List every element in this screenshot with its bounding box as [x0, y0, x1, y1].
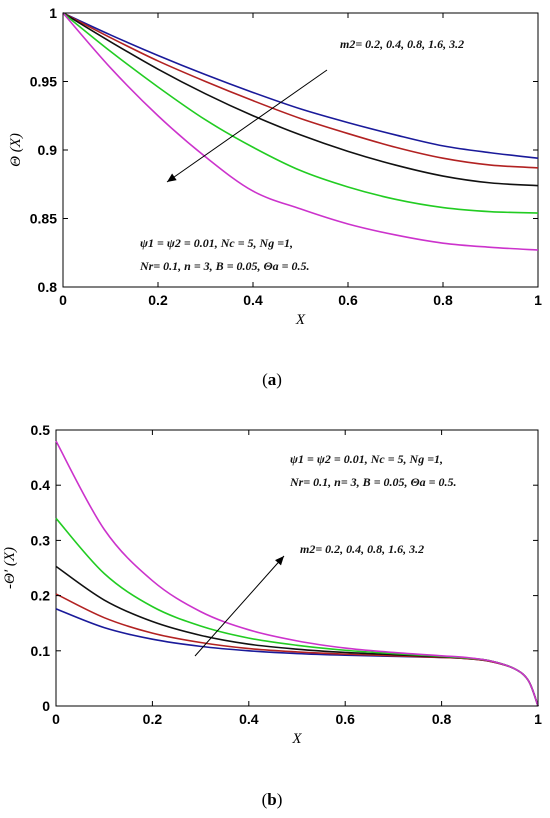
- panel-a: 0 0.2 0.4 0.6 0.8 1 0.8 0.85 0.9 0.95 1 X Θ (X) m2…: [8, 5, 542, 328]
- panel-b-trend-arrowhead: [275, 556, 284, 566]
- panel-a-y-axis-label: Θ (X): [8, 133, 24, 167]
- y-tick-label: 0: [42, 698, 50, 714]
- caption-a-open: (: [262, 370, 268, 389]
- panel-b: 0 0.2 0.4 0.6 0.8 1 0 0.1 0.2 0.3 0.4 0.5 X -Θ′ (X)…: [2, 422, 542, 747]
- caption-b: (b): [262, 790, 283, 809]
- x-tick-label: 0.2: [143, 711, 163, 727]
- panel-b-plot-frame: [55, 429, 539, 707]
- y-tick-label: 0.4: [31, 477, 51, 493]
- panel-a-plot-frame: [62, 12, 539, 288]
- y-tick-label: 0.2: [31, 588, 51, 604]
- panel-a-series-2: [62, 12, 539, 169]
- y-tick-label: 1: [49, 5, 57, 21]
- y-tick-label: 0.8: [38, 279, 58, 295]
- caption-b-open: (: [262, 790, 268, 809]
- panel-b-x-axis-label: X: [291, 731, 302, 747]
- panel-a-series-4: [62, 12, 539, 214]
- panel-b-trend-arrow: [194, 555, 285, 657]
- x-tick-label: 1: [534, 711, 542, 727]
- y-tick-label: 0.1: [31, 643, 51, 659]
- x-tick-label: 0.2: [148, 292, 168, 308]
- caption-a: (a): [262, 370, 282, 389]
- panel-a-series-5: [62, 12, 539, 251]
- panel-a-series-3: [62, 12, 539, 187]
- panel-a-series-1: [62, 12, 539, 160]
- panel-a-ticks: 0 0.2 0.4 0.6 0.8 1 0.8 0.85 0.9 0.95 1: [30, 5, 542, 308]
- panel-b-curves: [55, 440, 539, 707]
- panel-a-parameter-annotation: m2= 0.2, 0.4, 0.8, 1.6, 3.2: [340, 37, 464, 51]
- panel-a-curves: [62, 12, 539, 251]
- x-tick-label: 0.8: [432, 711, 452, 727]
- panel-b-ticks: 0 0.2 0.4 0.6 0.8 1 0 0.1 0.2 0.3 0.4 0.5: [31, 422, 543, 727]
- caption-a-close: ): [276, 370, 282, 389]
- x-tick-label: 1: [534, 292, 542, 308]
- x-tick-label: 0: [52, 711, 60, 727]
- x-tick-label: 0.8: [433, 292, 453, 308]
- y-tick-label: 0.95: [30, 74, 57, 90]
- y-tick-label: 0.3: [31, 532, 51, 548]
- x-tick-label: 0.4: [239, 711, 259, 727]
- panel-a-constants-line-2: Nr= 0.1, n = 3, B = 0.05, Θa = 0.5.: [139, 259, 310, 273]
- x-tick-label: 0: [59, 292, 67, 308]
- panel-a-trend-arrow: [166, 69, 328, 183]
- caption-b-close: ): [277, 790, 283, 809]
- caption-a-letter: a: [268, 370, 277, 389]
- panel-b-series-5: [55, 440, 539, 707]
- y-tick-label: 0.5: [31, 422, 51, 438]
- panel-b-parameter-annotation: m2= 0.2, 0.4, 0.8, 1.6, 3.2: [300, 542, 424, 556]
- caption-b-letter: b: [267, 790, 276, 809]
- panel-b-constants-line-1: ψ1 = ψ2 = 0.01, Nc = 5, Ng =1,: [290, 452, 443, 466]
- x-tick-label: 0.6: [335, 711, 355, 727]
- panel-a-trend-arrowhead: [167, 173, 177, 182]
- y-tick-label: 0.85: [30, 211, 57, 227]
- panel-a-x-axis-label: X: [295, 312, 306, 328]
- x-tick-label: 0.4: [243, 292, 263, 308]
- y-tick-label: 0.9: [38, 142, 58, 158]
- panel-a-constants-line-1: ψ1 = ψ2 = 0.01, Nc = 5, Ng =1,: [140, 236, 293, 250]
- panel-b-y-axis-label: -Θ′ (X): [2, 547, 18, 589]
- x-tick-label: 0.6: [338, 292, 358, 308]
- panel-b-constants-line-2: Nr= 0.1, n= 3, B = 0.05, Θa = 0.5.: [289, 475, 457, 489]
